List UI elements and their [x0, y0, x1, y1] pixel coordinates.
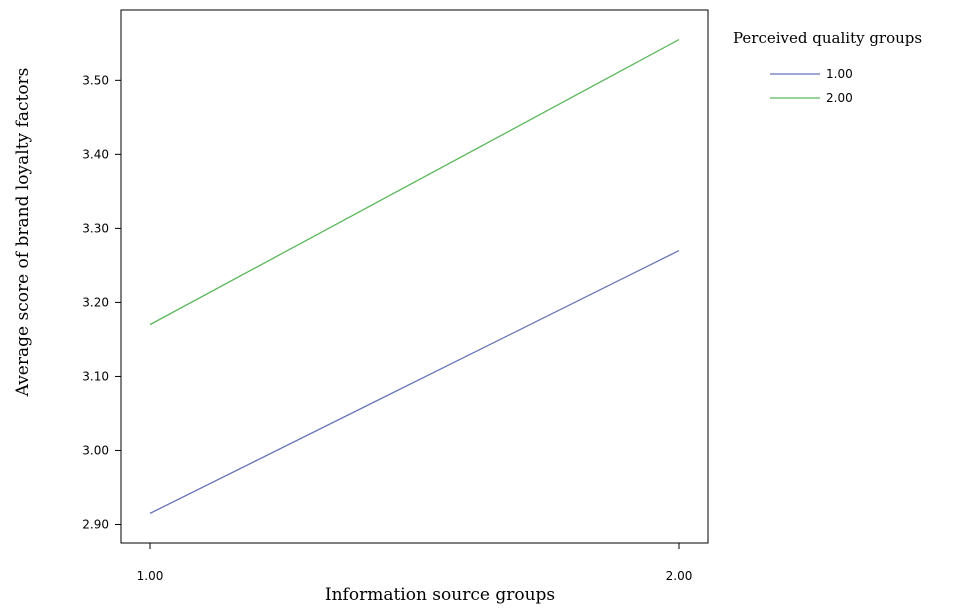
plot-frame — [120, 9, 709, 544]
y-tick-label: 2.90 — [82, 517, 109, 531]
legend: Perceived quality groups 1.00 2.00 — [733, 29, 922, 105]
series-line-2 — [149, 39, 680, 326]
series-line-1 — [149, 250, 680, 514]
legend-title: Perceived quality groups — [733, 29, 922, 47]
y-tick-label: 3.10 — [82, 369, 109, 383]
x-tick-label: 1.00 — [137, 569, 164, 583]
y-tick-label: 3.50 — [82, 73, 109, 87]
y-tick-label: 3.20 — [82, 295, 109, 309]
y-axis-ticks: 2.90 3.00 3.10 3.20 3.30 3.40 3.50 — [82, 73, 121, 531]
legend-label-1: 1.00 — [826, 67, 853, 81]
x-axis-ticks: 1.00 2.00 — [137, 543, 693, 583]
y-tick-label: 3.00 — [82, 443, 109, 457]
y-tick-label: 3.40 — [82, 147, 109, 161]
y-tick-label: 3.30 — [82, 221, 109, 235]
series-lines — [149, 39, 680, 514]
legend-label-2: 2.00 — [826, 91, 853, 105]
legend-items: 1.00 2.00 — [770, 67, 853, 105]
y-axis-title: Average score of brand loyalty factors — [13, 68, 33, 398]
x-tick-label: 2.00 — [666, 569, 693, 583]
x-axis-title: Information source groups — [325, 585, 555, 605]
